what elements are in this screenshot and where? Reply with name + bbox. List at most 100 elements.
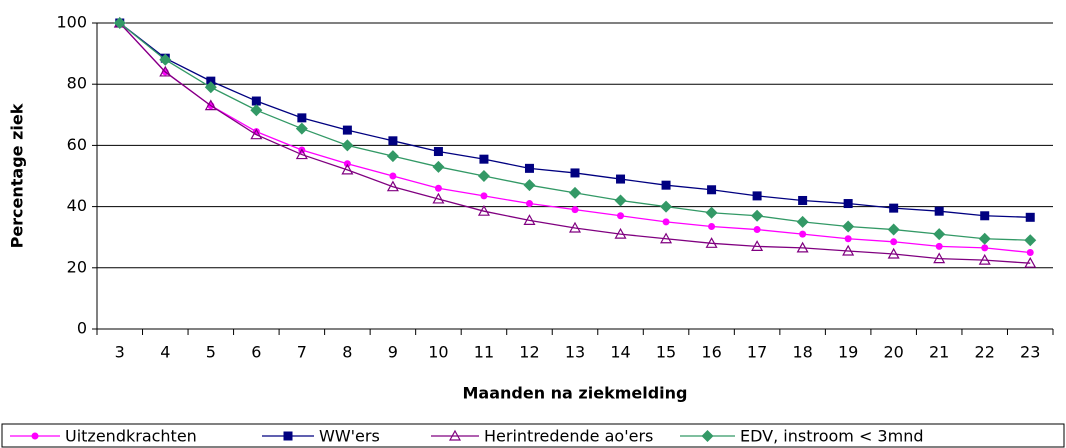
marker	[523, 179, 536, 192]
marker	[571, 206, 579, 214]
marker	[433, 147, 443, 157]
legend-marker	[448, 429, 462, 441]
marker	[388, 136, 398, 146]
marker	[705, 237, 718, 248]
x-tick-label: 17	[747, 343, 767, 362]
marker	[753, 226, 761, 234]
marker	[1024, 256, 1037, 268]
marker	[751, 209, 764, 222]
x-tick-label: 4	[160, 343, 170, 362]
x-tick-label: 22	[975, 343, 995, 362]
x-tick-label: 7	[297, 343, 307, 362]
marker	[799, 230, 807, 238]
marker	[798, 195, 808, 205]
marker	[660, 200, 673, 213]
x-tick-label: 21	[929, 343, 949, 362]
x-tick-label: 18	[792, 343, 812, 362]
y-tick-label: 0	[77, 319, 87, 338]
y-tick-label: 60	[67, 135, 87, 154]
marker	[617, 212, 625, 220]
y-axis-title: Percentage ziek	[8, 103, 27, 248]
marker	[297, 113, 307, 123]
marker	[661, 180, 671, 190]
marker	[933, 252, 946, 264]
marker	[570, 168, 580, 178]
series-line	[119, 22, 1031, 254]
marker	[707, 185, 717, 195]
marker	[614, 227, 627, 239]
marker	[524, 163, 534, 173]
x-tick-label: 6	[251, 343, 261, 362]
x-tick-label: 10	[428, 343, 448, 362]
y-tick-label: 80	[67, 74, 87, 93]
marker	[935, 242, 943, 250]
marker	[890, 238, 898, 246]
marker	[660, 232, 673, 244]
marker	[389, 172, 397, 180]
marker	[159, 65, 172, 77]
x-axis-title: Maanden na ziekmelding	[462, 384, 687, 403]
marker	[295, 122, 308, 135]
marker	[887, 247, 900, 259]
marker	[341, 139, 354, 152]
x-tick-label: 9	[388, 343, 398, 362]
legend-label: EDV, instroom < 3mnd	[740, 427, 924, 446]
marker	[250, 128, 263, 140]
marker	[477, 204, 490, 216]
marker	[1025, 212, 1035, 222]
legend-box	[1, 423, 1065, 448]
marker	[250, 104, 263, 117]
marker	[525, 200, 533, 208]
marker	[204, 81, 217, 94]
marker	[796, 241, 809, 253]
marker	[568, 221, 582, 233]
marker	[432, 192, 445, 204]
legend-label: WW'ers	[319, 427, 380, 446]
marker	[981, 244, 989, 252]
x-tick-label: 16	[701, 343, 721, 362]
marker	[523, 214, 536, 225]
marker	[752, 191, 762, 201]
marker	[479, 154, 489, 164]
marker	[934, 206, 944, 216]
legend-label: Uitzendkrachten	[65, 427, 197, 446]
marker	[206, 76, 216, 86]
marker	[887, 223, 900, 236]
marker	[708, 222, 716, 230]
marker	[751, 240, 764, 251]
marker	[844, 235, 852, 243]
x-tick-label: 23	[1020, 343, 1040, 362]
legend-marker	[31, 432, 39, 440]
marker	[434, 184, 442, 192]
marker	[204, 99, 217, 111]
legend-marker	[701, 430, 714, 442]
marker	[842, 244, 855, 256]
x-tick-label: 5	[206, 343, 216, 362]
marker	[477, 170, 490, 182]
marker	[1024, 234, 1037, 247]
marker	[295, 148, 308, 160]
marker	[616, 174, 626, 184]
marker	[251, 96, 261, 106]
marker	[480, 192, 488, 200]
marker	[569, 186, 581, 199]
marker	[842, 220, 855, 233]
marker	[341, 163, 354, 175]
marker	[113, 17, 126, 29]
marker	[614, 194, 627, 207]
legend-label: Herintredende ao'ers	[484, 427, 653, 446]
marker	[386, 180, 399, 192]
x-tick-label: 20	[883, 343, 903, 362]
x-tick-label: 15	[656, 343, 676, 362]
x-tick-label: 14	[610, 343, 630, 362]
y-tick-label: 20	[67, 257, 87, 276]
marker	[889, 203, 899, 213]
marker	[933, 228, 946, 241]
x-tick-label: 11	[474, 343, 494, 362]
x-tick-label: 19	[838, 343, 858, 362]
x-tick-label: 8	[342, 343, 352, 362]
marker	[978, 253, 991, 265]
y-tick-label: 40	[67, 196, 87, 215]
marker	[662, 218, 670, 226]
